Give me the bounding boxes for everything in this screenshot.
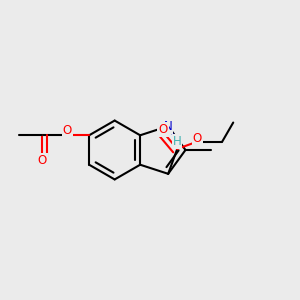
Text: O: O	[62, 124, 72, 137]
Text: H: H	[172, 135, 182, 148]
Text: O: O	[193, 132, 202, 145]
Text: N: N	[164, 120, 172, 133]
Text: O: O	[158, 123, 168, 136]
Text: O: O	[38, 154, 47, 167]
